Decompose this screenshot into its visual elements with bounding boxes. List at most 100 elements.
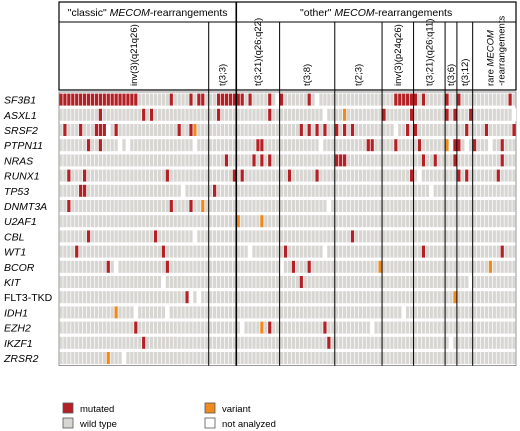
cell-DNMT3A-68: [326, 199, 331, 213]
cell-U2AF1-51: [260, 215, 264, 228]
cell-SRSF2-15: [118, 124, 122, 136]
cell-WT1-56: [279, 245, 284, 258]
cell-ZRSR2-24: [153, 352, 158, 364]
cell-KIT-73: [346, 276, 351, 288]
cell-PTPN11-45: [236, 139, 240, 152]
cell-WT1-9: [94, 245, 99, 258]
cell-EZH2-107: [480, 321, 485, 334]
cell-SRSF2-54: [272, 124, 276, 136]
cell-RUNX1-69: [331, 169, 335, 182]
cell-TP53-99: [449, 184, 453, 197]
cell-U2AF1-11: [102, 215, 106, 228]
cell-WT1-108: [484, 245, 489, 258]
cell-TP53-65: [315, 184, 319, 197]
cell-SF3B1-57: [283, 93, 288, 106]
cell-SRSF2-85: [393, 123, 398, 137]
cell-BCOR-85: [394, 260, 398, 273]
cell-IKZF1-98: [445, 336, 449, 349]
cell-CBL-101: [457, 230, 461, 243]
cell-ASXL1-72: [343, 108, 347, 121]
cell-ZRSR2-105: [473, 352, 477, 364]
cell-IKZF1-60: [295, 336, 299, 349]
cell-ZRSR2-47: [244, 352, 248, 364]
cell-SRSF2-37: [205, 124, 209, 136]
cell-ZRSR2-52: [264, 352, 268, 364]
cell-ASXL1-43: [228, 108, 232, 121]
cell-NRAS-83: [386, 154, 390, 167]
cell-SF3B1-5: [79, 93, 83, 106]
cell-PTPN11-105: [473, 139, 477, 152]
cell-RUNX1-46: [240, 169, 244, 182]
cell-SRSF2-35: [197, 124, 201, 136]
cell-BCOR-60: [295, 260, 299, 273]
cell-NRAS-113: [504, 154, 508, 167]
cell-SRSF2-32: [185, 124, 189, 136]
cell-SRSF2-45: [236, 124, 240, 136]
cell-IKZF1-3: [71, 336, 75, 349]
cell-ZRSR2-9: [94, 352, 99, 364]
chart-header: "classic" MECOM-rearrangements "other" ME…: [58, 1, 517, 91]
cell-FLT3-TKD-4: [75, 291, 79, 304]
gene-label-IKZF1: IKZF1: [4, 338, 33, 350]
cell-ASXL1-22: [146, 108, 150, 121]
cell-ASXL1-2: [67, 108, 71, 121]
cell-IKZF1-4: [75, 336, 79, 349]
cell-TP53-82: [382, 184, 386, 197]
cell-DNMT3A-34: [193, 200, 197, 212]
cell-ASXL1-4: [75, 108, 79, 121]
cell-IKZF1-49: [252, 336, 256, 349]
cell-NRAS-19: [134, 154, 138, 167]
cell-KIT-60: [295, 276, 299, 288]
cell-WT1-93: [425, 245, 429, 258]
cell-CBL-16: [122, 230, 126, 243]
cell-SRSF2-93: [425, 124, 429, 136]
cell-CBL-33: [189, 230, 193, 243]
cell-WT1-92: [421, 245, 426, 258]
cell-RUNX1-81: [378, 169, 382, 182]
cell-IDH1-17: [126, 306, 130, 319]
cell-SF3B1-18: [130, 93, 134, 106]
cell-CBL-14: [114, 230, 118, 243]
cell-PTPN11-84: [390, 139, 394, 152]
cell-FLT3-TKD-67: [323, 291, 327, 304]
cell-CBL-64: [311, 230, 315, 243]
cell-DNMT3A-69: [331, 200, 335, 212]
cell-PTPN11-88: [406, 139, 410, 152]
cell-TP53-76: [358, 184, 362, 197]
cell-EZH2-79: [370, 321, 375, 335]
cell-SF3B1-106: [476, 93, 481, 106]
cell-TP53-40: [216, 184, 221, 197]
cell-WT1-54: [272, 245, 276, 258]
cell-CBL-39: [213, 230, 217, 243]
cell-SRSF2-56: [279, 124, 284, 136]
subgroup-label-8: t(3;12): [460, 59, 471, 86]
cell-BCOR-28: [169, 260, 173, 273]
cell-FLT3-TKD-30: [177, 291, 181, 304]
gene-label-BCOR: BCOR: [4, 262, 35, 274]
cell-IKZF1-76: [358, 336, 362, 349]
cell-FLT3-TKD-83: [386, 291, 390, 304]
cell-IDH1-64: [311, 306, 315, 319]
cell-KIT-29: [173, 276, 177, 288]
cell-U2AF1-78: [366, 215, 370, 228]
cell-BCOR-89: [409, 260, 414, 273]
cell-TP53-41: [220, 184, 225, 197]
cell-ZRSR2-54: [272, 352, 276, 364]
cell-SRSF2-34: [193, 124, 197, 136]
cell-EZH2-14: [114, 321, 118, 334]
cell-RUNX1-16: [122, 169, 126, 182]
cell-TP53-4: [75, 184, 79, 197]
cell-FLT3-TKD-87: [402, 291, 406, 304]
cell-PTPN11-3: [71, 139, 75, 152]
cell-PTPN11-73: [346, 139, 351, 152]
cell-EZH2-25: [157, 321, 162, 334]
cell-RUNX1-63: [307, 169, 311, 182]
cell-ASXL1-114: [508, 108, 512, 121]
cell-TP53-37: [205, 184, 209, 197]
cell-WT1-48: [247, 245, 253, 259]
cell-SRSF2-55: [276, 124, 280, 136]
cell-KIT-8: [90, 276, 95, 288]
cell-PTPN11-47: [244, 139, 248, 152]
cell-CBL-8: [90, 230, 95, 243]
